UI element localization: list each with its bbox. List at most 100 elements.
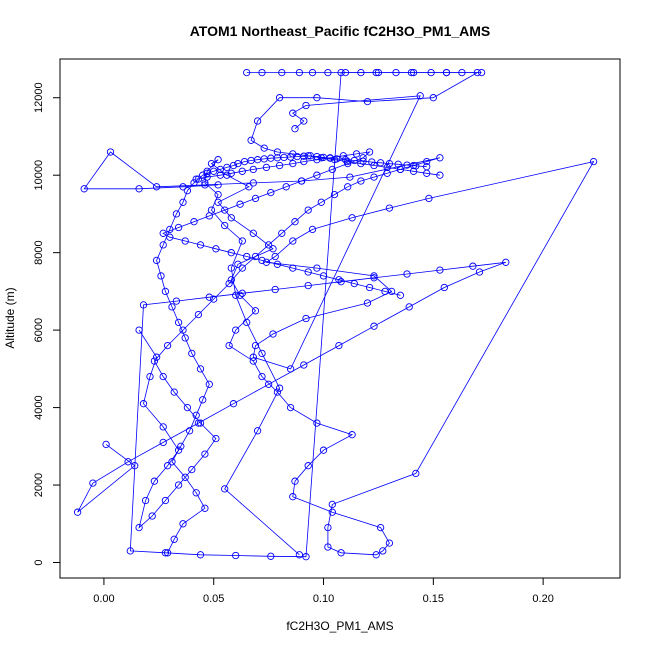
data-point [152,256,161,265]
data-point [473,68,481,77]
data-point [328,165,336,174]
data-point [403,270,411,278]
data-point [207,159,216,168]
data-point [405,303,413,311]
data-point [141,496,150,505]
x-tick-label: 0.15 [423,593,444,605]
data-point [161,549,170,557]
data-point [194,310,203,319]
data-point [214,190,222,199]
data-point [344,159,352,168]
data-point [168,458,176,466]
data-point [238,264,246,272]
data-point [302,314,310,323]
data-point [181,334,189,342]
data-point [458,68,466,77]
data-point [199,171,207,179]
data-point [106,148,115,156]
data-point [205,212,213,220]
data-point [166,233,174,241]
data-point [409,68,418,77]
data-point [267,552,275,560]
data-point [337,549,345,557]
data-point [328,508,336,516]
data-point [304,281,312,290]
data-point [308,68,317,77]
data-point [409,161,418,170]
data-point [328,500,336,509]
data-point [289,150,297,158]
data-point [163,341,172,350]
data-point [337,278,345,286]
data-point [423,169,431,177]
data-point [260,144,268,152]
data-point [190,218,198,226]
data-point [253,427,262,435]
data-point [238,289,246,297]
data-point [205,380,213,388]
data-point [172,210,181,218]
data-point [232,551,240,560]
data-point [436,154,444,162]
data-point [396,291,405,299]
data-point [359,154,367,162]
data-point [370,173,378,181]
data-point [304,268,312,276]
data-point [179,198,187,206]
data-point [423,157,431,166]
data-point [152,353,161,361]
data-point [199,396,207,404]
data-point [363,97,372,106]
data-point [174,223,183,232]
data-point [212,434,220,443]
x-axis: 0.00 0.05 0.10 0.15 0.20 [93,578,554,605]
data-point [442,68,451,77]
data-point [269,330,277,338]
data-point [227,169,235,177]
data-point [267,188,275,197]
data-point [273,388,282,396]
data-point [502,258,510,266]
data-point [243,68,251,77]
data-point [234,260,242,268]
data-point [229,400,238,408]
data-point [203,173,211,181]
series-5 [243,68,481,179]
data-point [275,384,284,392]
data-point [317,154,325,162]
data-point [159,229,167,237]
y-tick-label: 6000 [33,318,45,342]
data-point [313,419,321,427]
data-point [188,349,196,358]
series-3 [80,148,444,532]
series-4 [73,68,510,561]
data-point [297,177,306,185]
data-point [289,493,297,501]
data-point [341,156,350,164]
data-point [124,458,132,466]
data-point [317,198,325,206]
data-point [425,194,433,203]
data-point [295,551,304,559]
data-point [216,165,224,174]
data-point [131,462,139,470]
data-point [374,68,383,77]
data-point [172,297,181,305]
data-point [181,237,189,245]
data-point [89,479,97,487]
data-point [313,264,321,272]
data-point [203,169,211,177]
data-point [221,221,229,230]
data-point [192,175,200,183]
data-point [383,169,391,177]
data-point [159,241,167,249]
data-point [352,150,361,158]
data-point [159,372,167,381]
data-point [80,185,88,193]
series-line [204,95,595,556]
data-point [196,551,205,559]
data-point [271,252,279,261]
data-point [372,551,380,559]
data-point [289,264,297,272]
data-point [357,177,365,185]
